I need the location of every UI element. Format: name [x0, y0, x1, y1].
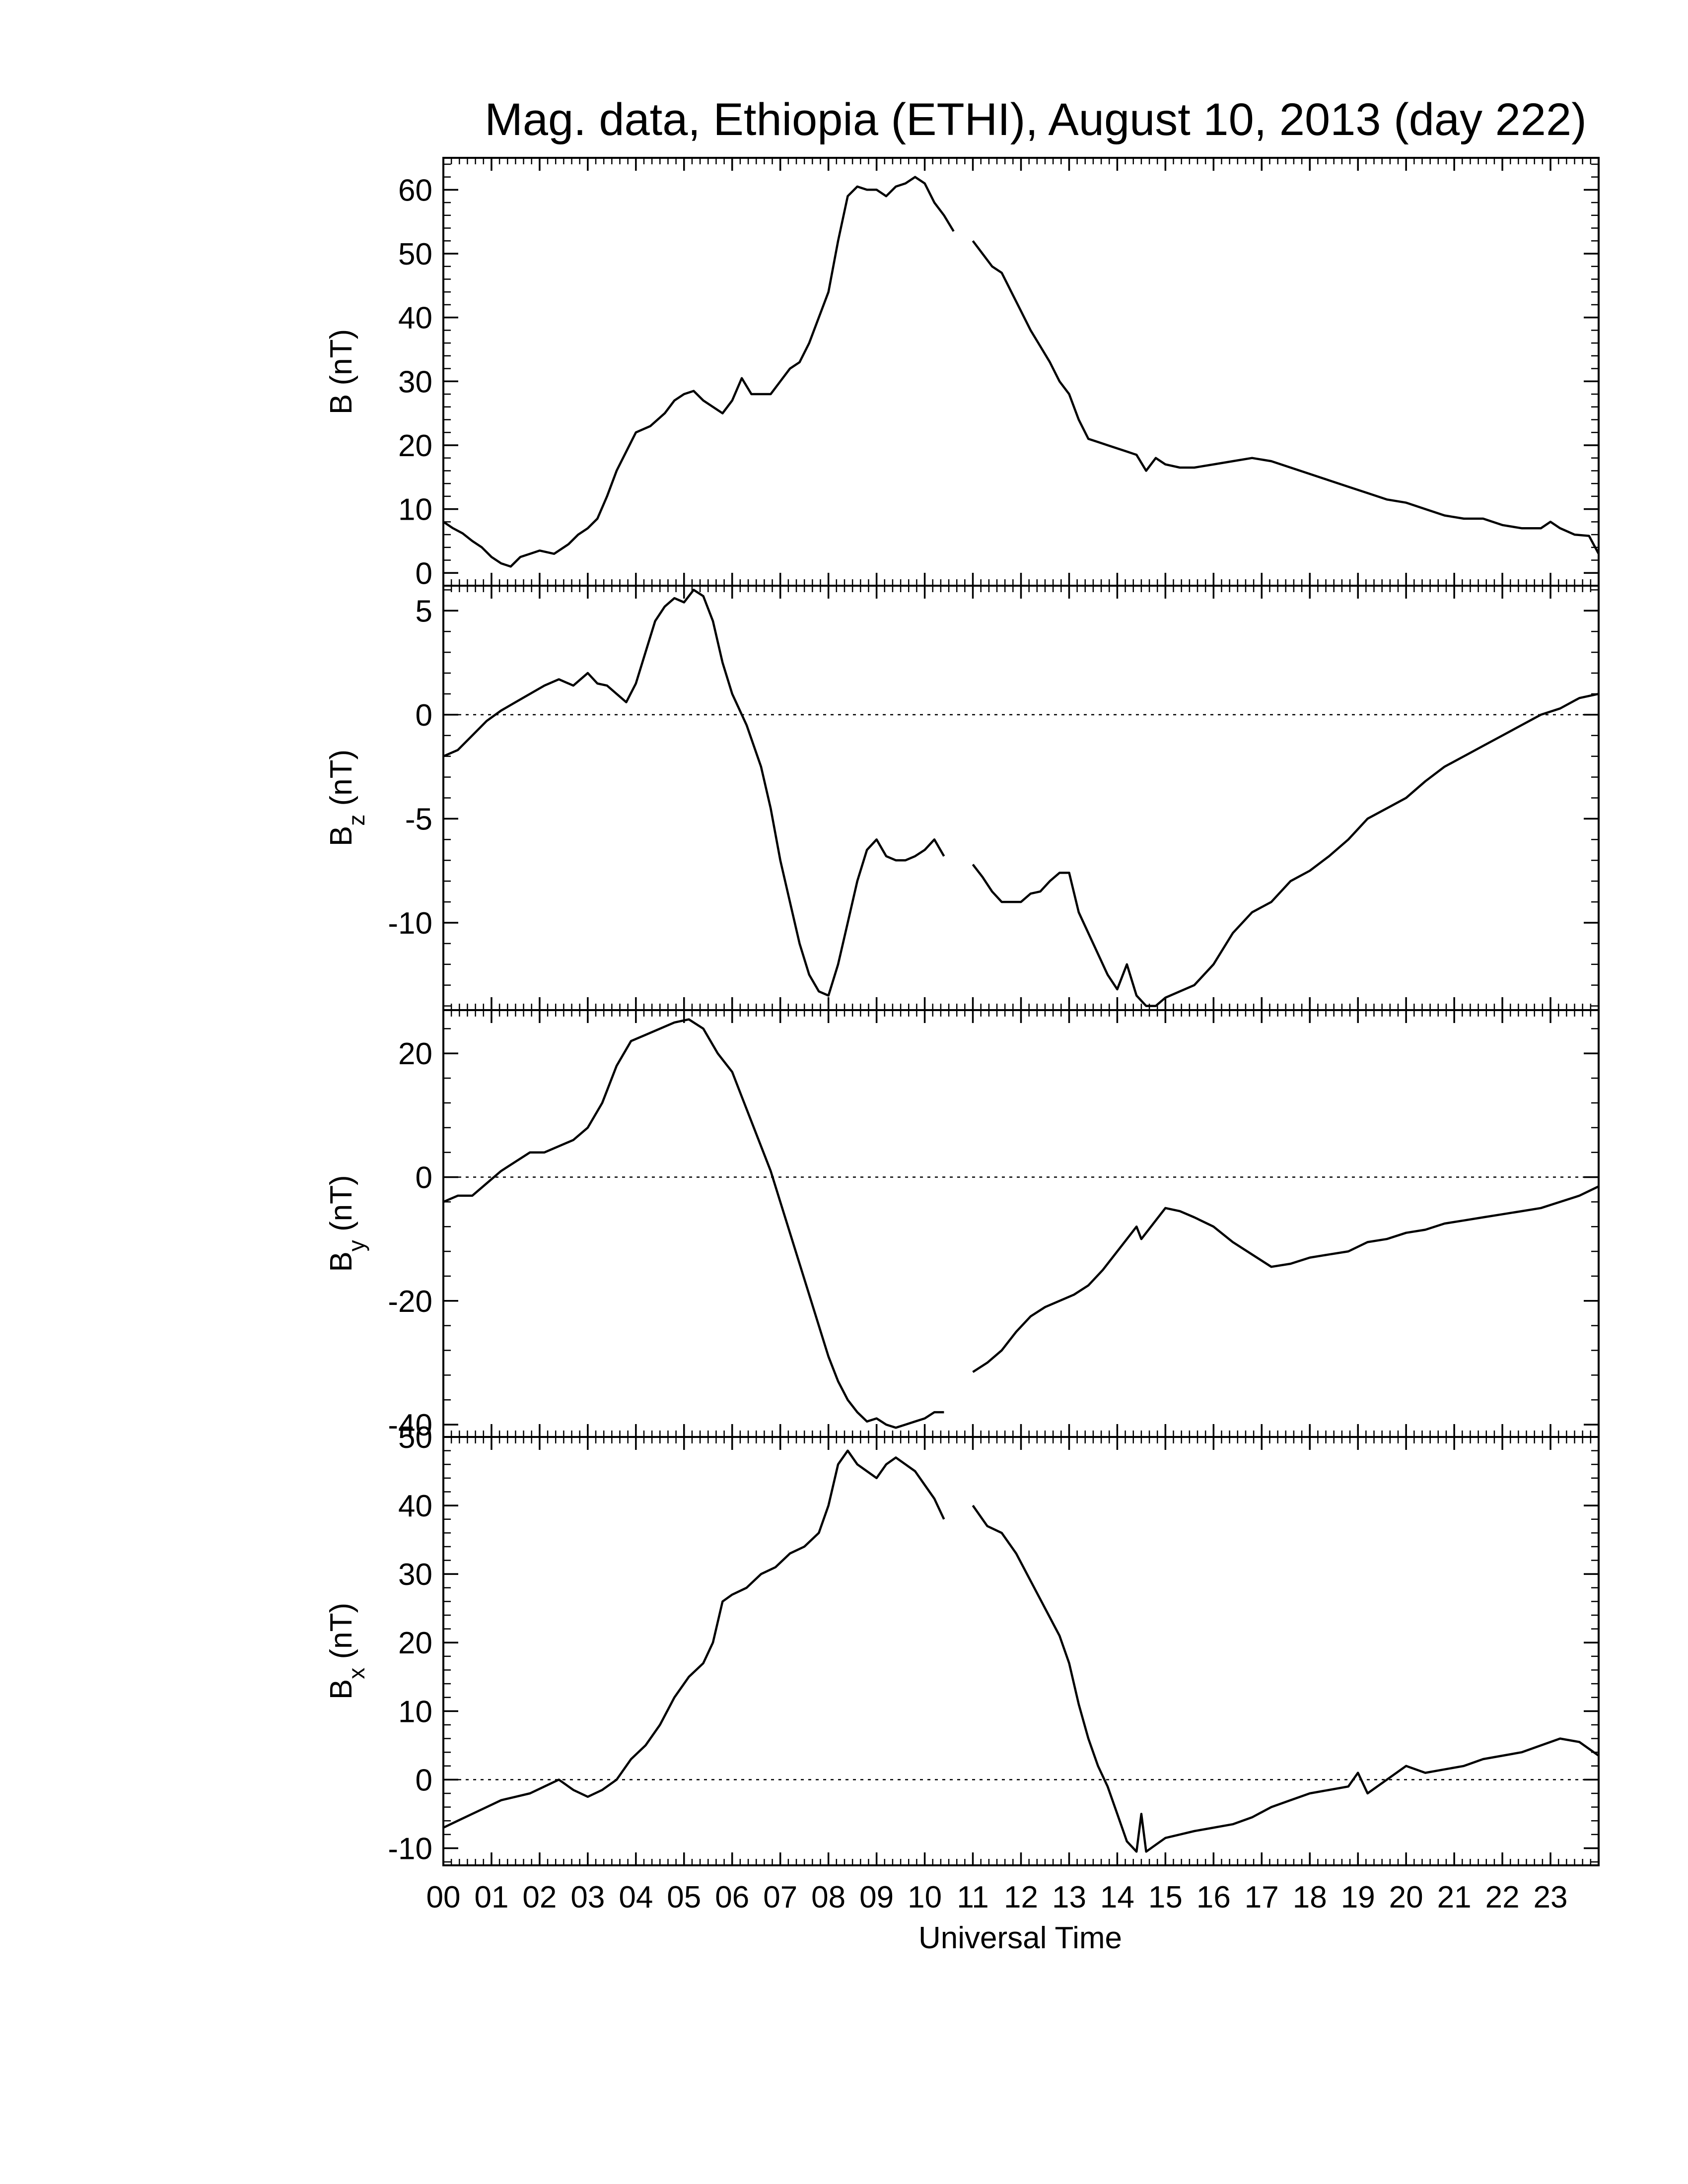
x-tick-label: 02 [522, 1880, 557, 1914]
y-tick-label: 0 [416, 1763, 432, 1797]
y-axis-label-subscript: z [344, 815, 369, 826]
x-tick-label: 21 [1437, 1880, 1472, 1914]
x-tick-label: 22 [1485, 1880, 1520, 1914]
x-tick-label: 01 [474, 1880, 508, 1914]
y-tick-label: 0 [416, 556, 432, 591]
y-axis-label-unit: (nT) [324, 1603, 358, 1668]
panel-frame [442, 157, 1600, 587]
series-line-Bx-1 [443, 1449, 945, 1829]
panel-Bz: 5 0 -5 -10 Bz (nT) [324, 585, 1600, 1011]
x-tick-label: 13 [1052, 1880, 1086, 1914]
x-tick-label: 15 [1148, 1880, 1183, 1914]
x-tick-label: 07 [763, 1880, 797, 1914]
x-tick-label: 04 [619, 1880, 653, 1914]
chart-title: Mag. data, Ethiopia (ETHI), August 10, 2… [485, 94, 1587, 145]
y-axis-label-symbol: B [324, 826, 358, 846]
series-line-B-2 [972, 240, 1600, 554]
y-axis-label: Bz (nT) [324, 750, 369, 846]
y-tick-label: 50 [398, 1421, 432, 1455]
y-tick-label: 5 [416, 594, 432, 628]
x-tick-label: 20 [1389, 1880, 1423, 1914]
x-axis-title: Universal Time [918, 1921, 1122, 1955]
series-line-By-1 [443, 1018, 944, 1429]
y-tick-label: 40 [398, 301, 432, 336]
x-tick-label: 19 [1341, 1880, 1375, 1914]
y-axis-label: Bx (nT) [324, 1603, 369, 1700]
y-axis-label-subscript: y [344, 1240, 369, 1251]
y-tick-label: -10 [388, 906, 432, 941]
panel-frame [442, 1009, 1600, 1438]
x-tick-label: 08 [811, 1880, 845, 1914]
y-axis-label-symbol: B [324, 1679, 358, 1700]
x-tick-label: 10 [908, 1880, 942, 1914]
y-tick-label: 20 [398, 1037, 432, 1071]
x-tick-label: 17 [1245, 1880, 1279, 1914]
y-tick-label: 0 [416, 698, 432, 733]
series-line-Bz-2 [972, 692, 1599, 1007]
y-tick-label: 20 [398, 1626, 432, 1660]
y-axis-label-symbol: B [324, 394, 358, 414]
y-tick-label: 10 [398, 1695, 432, 1729]
x-tick-label: 12 [1004, 1880, 1038, 1914]
series-line-By-2 [972, 1185, 1599, 1373]
series-line-Bx-2 [972, 1504, 1600, 1853]
panel-B: 0 10 20 30 40 50 60 B (nT) [324, 157, 1600, 591]
y-axis-label-unit: (nT) [324, 329, 358, 394]
x-tick-label: 00 [426, 1880, 461, 1914]
y-axis-label-symbol: B [324, 1251, 358, 1272]
y-tick-label: 50 [398, 237, 432, 272]
y-tick-label: 20 [398, 429, 432, 463]
x-tick-label: 18 [1293, 1880, 1327, 1914]
y-tick-label: -40 [388, 1408, 432, 1442]
x-axis-tick-labels: 00 01 02 03 04 05 06 07 08 09 10 11 12 13 14 15 16 17 18 19… [426, 1880, 1568, 1914]
y-tick-label: -20 [388, 1285, 432, 1319]
x-tick-label: 09 [859, 1880, 894, 1914]
y-axis-label-unit: (nT) [324, 750, 358, 815]
panel-By: 20 0 -20 -40 By (nT) [324, 1009, 1600, 1442]
y-tick-label: 30 [398, 365, 432, 399]
series-line-B-1 [442, 176, 955, 568]
x-tick-label: 11 [957, 1880, 988, 1914]
y-axis-label: B (nT) [324, 329, 358, 414]
x-tick-label: 06 [715, 1880, 749, 1914]
panel-frame [442, 1436, 1600, 1866]
y-tick-label: -5 [405, 802, 432, 836]
x-tick-label: 16 [1196, 1880, 1231, 1914]
x-tick-label: 14 [1100, 1880, 1134, 1914]
x-tick-label: 23 [1534, 1880, 1568, 1914]
x-tick-label: 03 [570, 1880, 605, 1914]
y-tick-label: 0 [416, 1161, 432, 1195]
panel-frame [442, 585, 1600, 1011]
y-tick-label: 30 [398, 1558, 432, 1592]
y-tick-label: 10 [398, 493, 432, 527]
panel-Bx: 50 40 30 20 10 0 -10 Bx (nT) [324, 1421, 1600, 1866]
x-tick-label: 05 [667, 1880, 701, 1914]
y-axis-label-subscript: x [344, 1668, 369, 1679]
y-axis-label-unit: (nT) [324, 1175, 358, 1240]
y-tick-label: -10 [388, 1832, 432, 1866]
y-tick-label: 40 [398, 1489, 432, 1523]
y-tick-label: 60 [398, 173, 432, 207]
y-axis-label: By (nT) [324, 1175, 369, 1272]
series-line-Bz-1 [443, 589, 945, 997]
